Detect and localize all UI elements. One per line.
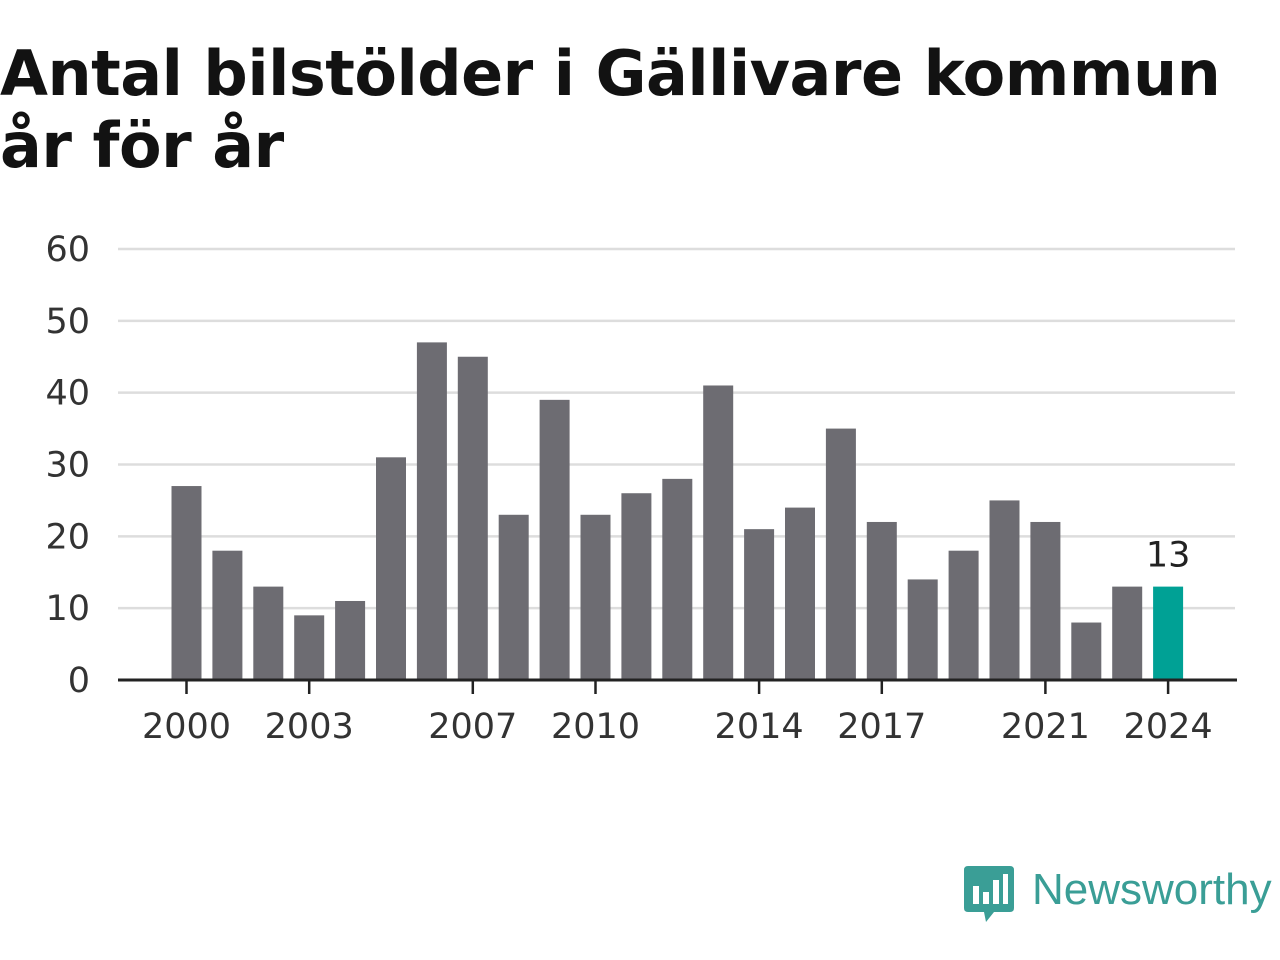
bar-2020 bbox=[989, 500, 1020, 680]
annotations: 13 bbox=[1146, 536, 1191, 576]
x-tick-label-2007: 2007 bbox=[428, 707, 517, 747]
y-tick-label-0: 0 bbox=[68, 661, 90, 701]
y-tick-label-50: 50 bbox=[45, 302, 90, 342]
bar-2005 bbox=[376, 457, 406, 680]
bar-2011 bbox=[621, 493, 652, 680]
bar-2006 bbox=[416, 342, 447, 680]
y-tick-label-20: 20 bbox=[45, 517, 90, 557]
bar-2000 bbox=[171, 486, 202, 680]
bar-2023 bbox=[1112, 586, 1143, 680]
brand-name: Newsworthy bbox=[1032, 865, 1272, 914]
x-tick-label-2024: 2024 bbox=[1124, 707, 1213, 747]
bar-2001 bbox=[212, 550, 243, 680]
x-tick-label-2014: 2014 bbox=[715, 707, 804, 747]
bar-2018 bbox=[907, 579, 938, 680]
bar-2003 bbox=[294, 615, 325, 680]
x-tick-label-2010: 2010 bbox=[551, 707, 640, 747]
y-tick-label-30: 30 bbox=[45, 446, 90, 486]
bar-2013 bbox=[703, 385, 734, 680]
bar-2017 bbox=[866, 521, 897, 680]
y-tick-label-10: 10 bbox=[45, 589, 90, 629]
newsworthy-logo: Newsworthy bbox=[964, 864, 1280, 928]
bar-2002 bbox=[253, 586, 284, 680]
bar-2024 bbox=[1153, 586, 1184, 680]
bar-2008 bbox=[498, 514, 529, 680]
highlight-value-label: 13 bbox=[1146, 536, 1191, 576]
bar-2016 bbox=[825, 428, 856, 680]
x-tick-label-2003: 2003 bbox=[265, 707, 354, 747]
bar-2012 bbox=[662, 478, 693, 680]
x-tick-label-2017: 2017 bbox=[837, 707, 926, 747]
y-axis-labels: 0 10 20 30 40 50 60 bbox=[45, 230, 90, 701]
y-tick-label-40: 40 bbox=[45, 374, 90, 414]
bar-2019 bbox=[948, 550, 979, 680]
newsworthy-chat-bar-icon bbox=[964, 866, 1014, 922]
x-axis bbox=[118, 678, 1237, 694]
bar-2009 bbox=[539, 399, 570, 680]
x-tick-label-2000: 2000 bbox=[142, 707, 231, 747]
bar-2007 bbox=[457, 356, 488, 680]
y-tick-label-60: 60 bbox=[45, 230, 90, 270]
bar-2022 bbox=[1071, 622, 1102, 680]
chart-title: Antal bilstölder i Gällivare kommun år f… bbox=[0, 37, 1221, 182]
x-axis-labels: 2000 2003 2007 2010 2014 2017 2021 2024 bbox=[142, 707, 1213, 747]
bars bbox=[171, 342, 1184, 680]
bar-2004 bbox=[335, 600, 366, 680]
bar-2015 bbox=[785, 507, 815, 680]
x-tick-label-2021: 2021 bbox=[1001, 707, 1090, 747]
bar-2014 bbox=[744, 529, 775, 680]
bar-2021 bbox=[1030, 521, 1061, 680]
bar-2010 bbox=[580, 514, 611, 680]
